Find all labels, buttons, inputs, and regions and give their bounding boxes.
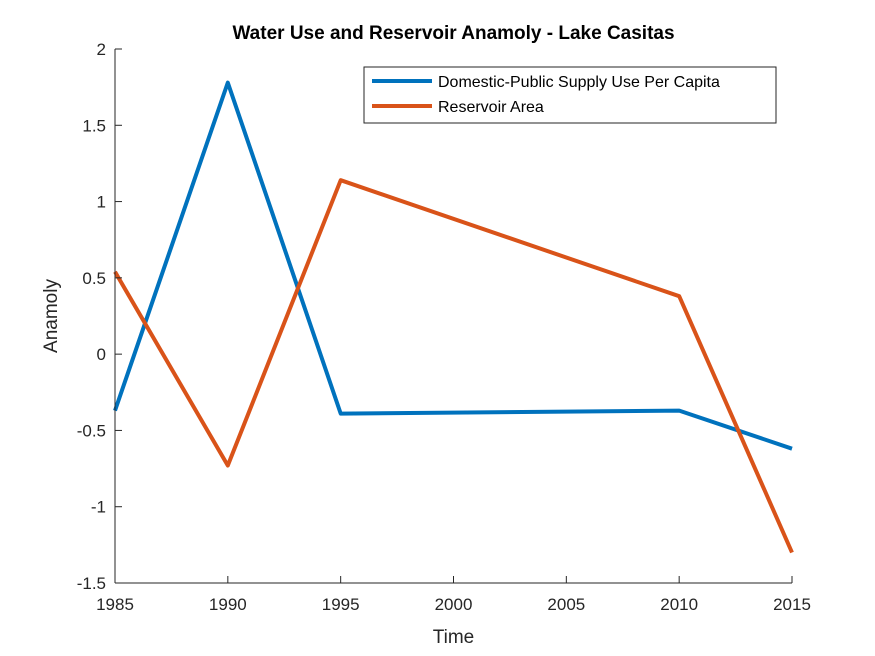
series-line-2 — [113, 178, 794, 554]
x-tick-label: 1985 — [96, 595, 134, 614]
legend-box — [363, 66, 777, 124]
y-tick-label: 1 — [97, 193, 106, 212]
y-tick-label: -1 — [91, 498, 106, 517]
x-tick-label: 2005 — [547, 595, 585, 614]
y-tick-label: 0.5 — [82, 269, 106, 288]
legend-label-2: Reservoir Area — [438, 99, 544, 116]
x-tick-label: 1990 — [209, 595, 247, 614]
axes: 1985 1990 1995 2000 2005 2010 2015 -1.5 -1 -0.5 0 0… — [77, 40, 811, 614]
y-tick-label: 0 — [97, 345, 106, 364]
x-tick-label: 1995 — [322, 595, 360, 614]
y-tick-label: 2 — [97, 40, 106, 59]
y-tick-label: -1.5 — [77, 574, 106, 593]
chart-title: Water Use and Reservoir Anamoly - Lake C… — [232, 23, 674, 44]
x-tick-label: 2000 — [435, 595, 473, 614]
y-axis-title: Anamoly — [41, 279, 62, 353]
x-tick-label: 2010 — [660, 595, 698, 614]
legend: Domestic-Public Supply Use Per Capita Res… — [363, 66, 777, 124]
y-tick-label: -0.5 — [77, 421, 106, 440]
y-tick-label: 1.5 — [82, 116, 106, 135]
x-axis-title: Time — [433, 627, 475, 648]
plot-lines — [113, 80, 794, 554]
series-line-1 — [113, 80, 793, 451]
x-tick-label: 2015 — [773, 595, 811, 614]
legend-label-1: Domestic-Public Supply Use Per Capita — [438, 74, 720, 91]
